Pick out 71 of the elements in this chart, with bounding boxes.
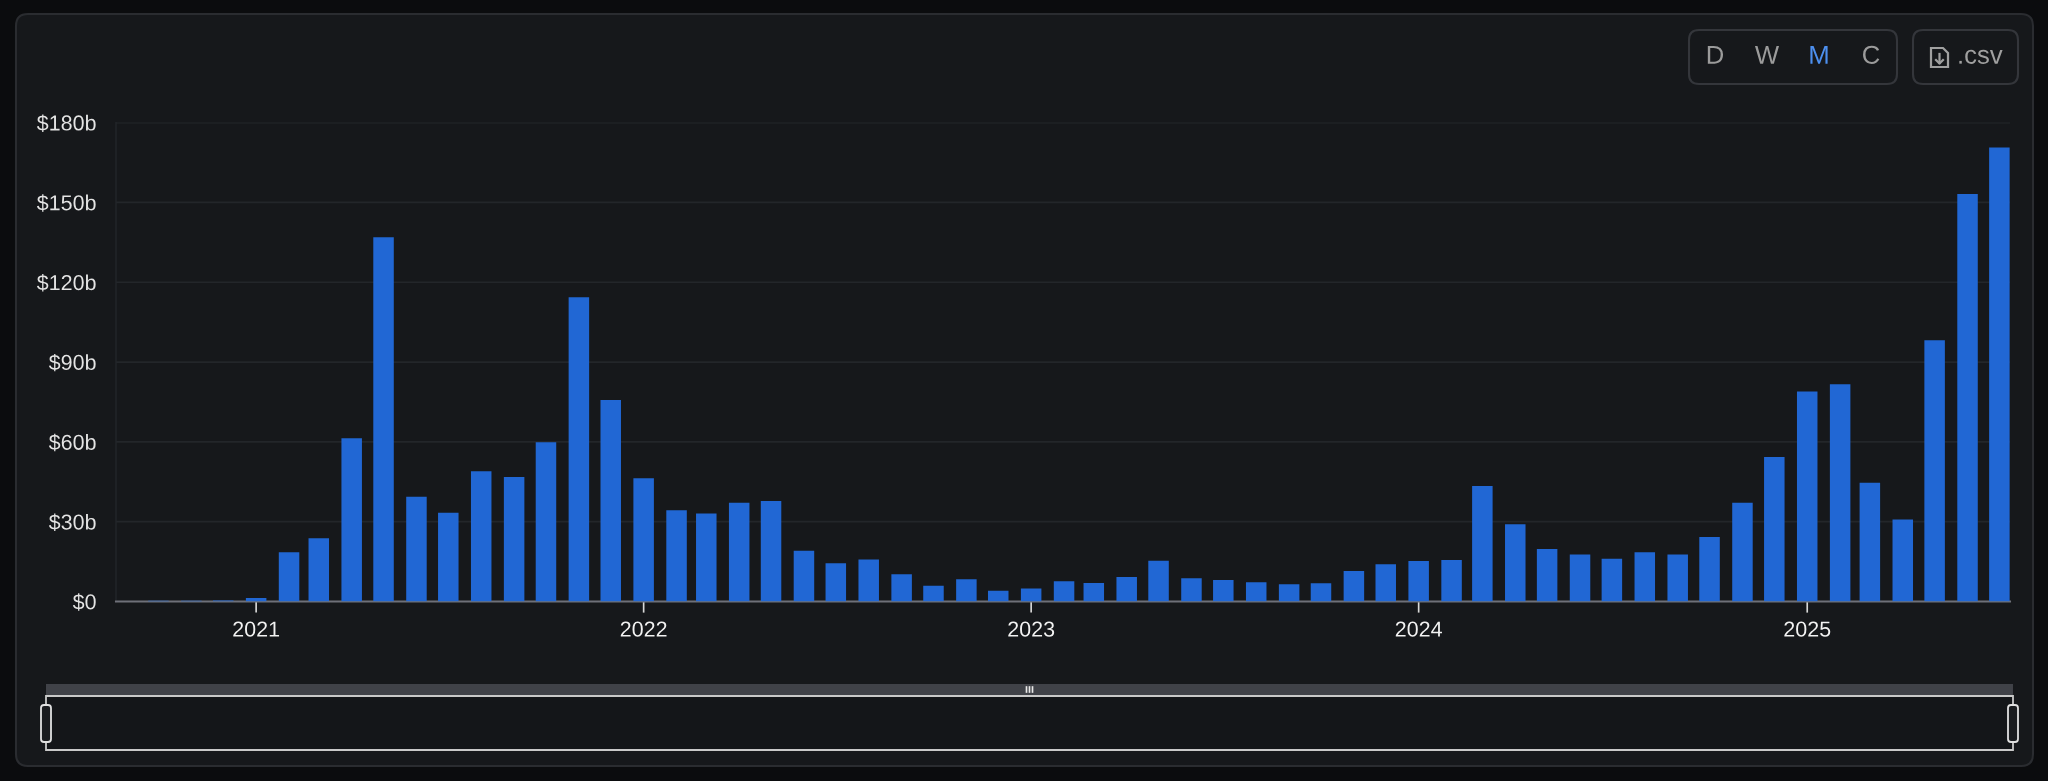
bar (1053, 581, 1075, 602)
y-tick-label: $120b (36, 274, 96, 292)
bar (1213, 579, 1234, 602)
y-tick-label: $90b (48, 353, 96, 372)
bar (1020, 588, 1042, 602)
bar (1957, 193, 1978, 602)
x-tick-label: 2023 (1008, 621, 1055, 637)
bar (987, 590, 1009, 602)
bar (535, 442, 557, 602)
bar (341, 438, 362, 602)
bar (1441, 560, 1462, 602)
text: .csv (1959, 49, 2003, 64)
x-tick-label: 2025 (1784, 621, 1831, 637)
text: D (1707, 45, 1724, 64)
bar (406, 496, 427, 602)
bar (1375, 564, 1396, 602)
bar (956, 579, 977, 602)
bar (1472, 486, 1493, 602)
bar (1181, 578, 1202, 602)
bar (503, 476, 525, 602)
bar (1408, 561, 1429, 602)
text: M (1810, 45, 1828, 64)
bar (1634, 552, 1656, 602)
bar (760, 500, 782, 602)
bar (633, 478, 654, 602)
bar (1569, 554, 1591, 602)
bar (1148, 560, 1169, 602)
y-tick-label: $30b (48, 513, 96, 531)
bar (1278, 584, 1300, 602)
bar (1083, 582, 1105, 602)
bar (1343, 570, 1365, 602)
bar (891, 574, 912, 602)
y-tick-label: $0 (72, 593, 96, 611)
y-tick-label: $180b (36, 114, 96, 132)
text: W (1754, 45, 1780, 64)
y-tick-label: $150b (36, 194, 96, 212)
bar (1310, 583, 1332, 602)
x-tick-label: 2021 (233, 621, 280, 637)
bar (825, 563, 847, 602)
bar (1667, 554, 1688, 602)
bar (728, 502, 750, 602)
bar (1245, 582, 1267, 602)
bar (278, 552, 300, 602)
bar (793, 550, 815, 602)
bar (1732, 502, 1753, 602)
bar (1796, 391, 1818, 602)
bar (1505, 524, 1526, 602)
bar (308, 538, 330, 602)
bar (1116, 577, 1137, 602)
bar (1764, 457, 1785, 602)
bar (438, 512, 459, 602)
bar (1989, 147, 2010, 602)
y-tick-label: $60b (48, 433, 96, 452)
bar (373, 237, 394, 602)
bar (1892, 519, 1914, 602)
bar (666, 510, 687, 602)
bar (1859, 482, 1881, 602)
bar (568, 297, 590, 602)
bar (1829, 384, 1851, 602)
bar (923, 585, 944, 602)
x-tick-label: 2024 (1395, 621, 1442, 637)
x-tick-label: 2022 (620, 621, 667, 637)
bar (1699, 537, 1720, 602)
bar (600, 400, 621, 602)
bar (858, 559, 879, 602)
bar (696, 513, 717, 602)
bar (470, 471, 492, 602)
bar (1536, 549, 1558, 602)
text: C (1863, 45, 1880, 64)
bar (1924, 340, 1945, 602)
bar (1601, 558, 1623, 602)
